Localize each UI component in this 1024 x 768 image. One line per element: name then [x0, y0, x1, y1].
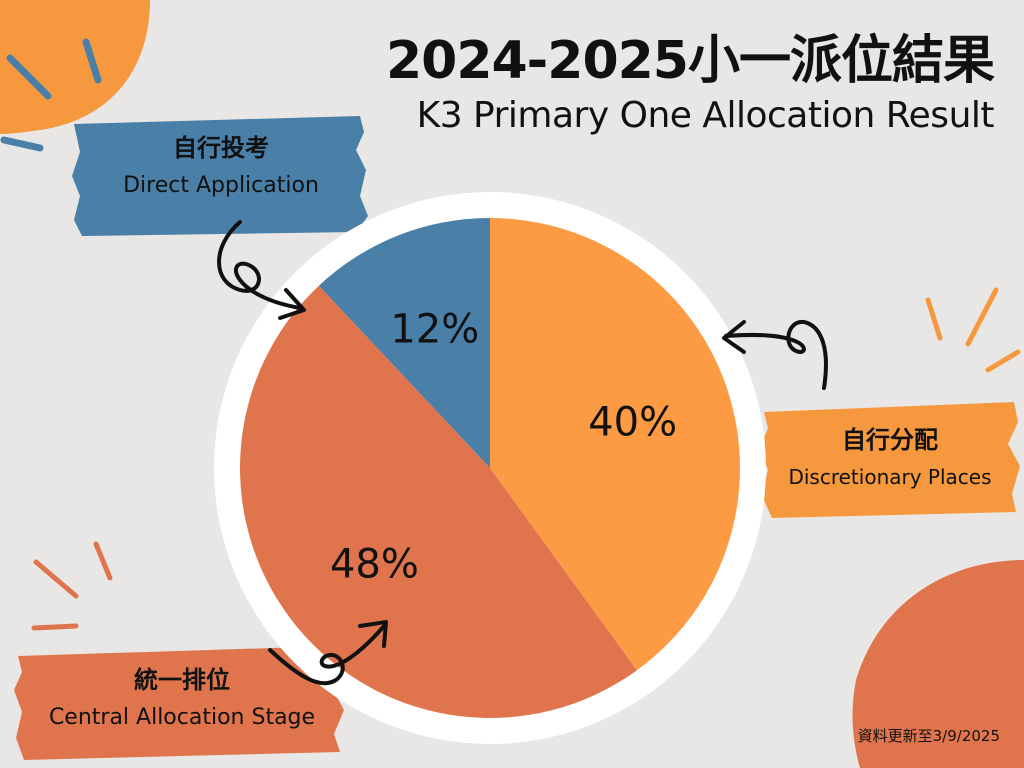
right-burst-lines	[925, 287, 1021, 373]
arrows	[217, 220, 828, 686]
page-title: 2024-2025小一派位結果	[385, 31, 995, 91]
pie-slice-2	[318, 218, 490, 468]
label-central-allocation: 統一排位 Central Allocation Stage	[22, 650, 342, 754]
pie-chart: 40% 48% 12%	[239, 218, 741, 719]
arrow-central	[268, 624, 386, 686]
discretionary-label-bg	[760, 402, 1020, 518]
pie-slice-label-0: 40%	[588, 400, 677, 446]
pie-slice-0	[490, 218, 741, 671]
title-block: 2024-2025小一派位結果 K3 Primary One Allocatio…	[385, 28, 995, 138]
top-left-burst-lines	[0, 38, 102, 152]
top-left-blob	[0, 0, 150, 134]
label-discretionary-zh: 自行分配	[842, 426, 938, 454]
label-direct-en: Direct Application	[123, 173, 319, 198]
arrow-direct-head	[278, 288, 306, 320]
central-label-bg	[14, 646, 344, 760]
label-discretionary-places: 自行分配 Discretionary Places	[770, 410, 1010, 512]
arrow-discretionary	[724, 320, 828, 390]
label-discretionary-en: Discretionary Places	[788, 465, 992, 489]
page-subtitle: K3 Primary One Allocation Result	[416, 95, 995, 136]
label-direct-application: 自行投考 Direct Application	[80, 118, 362, 230]
bottom-left-burst-lines	[31, 541, 113, 631]
pie-slice-1	[239, 285, 637, 719]
pie-slice-label-2: 12%	[390, 307, 479, 353]
bottom-right-blob	[852, 560, 1024, 768]
label-direct-zh: 自行投考	[173, 134, 269, 162]
label-central-zh: 統一排位	[134, 666, 230, 694]
pie-slice-label-1: 48%	[330, 542, 419, 588]
arrow-direct	[217, 220, 302, 310]
label-central-en: Central Allocation Stage	[48, 705, 316, 730]
arrow-discretionary-head	[722, 320, 746, 354]
arrow-central-head	[358, 620, 388, 648]
direct-label-bg	[72, 116, 368, 236]
update-footnote: 資料更新至3/9/2025	[857, 727, 1000, 745]
